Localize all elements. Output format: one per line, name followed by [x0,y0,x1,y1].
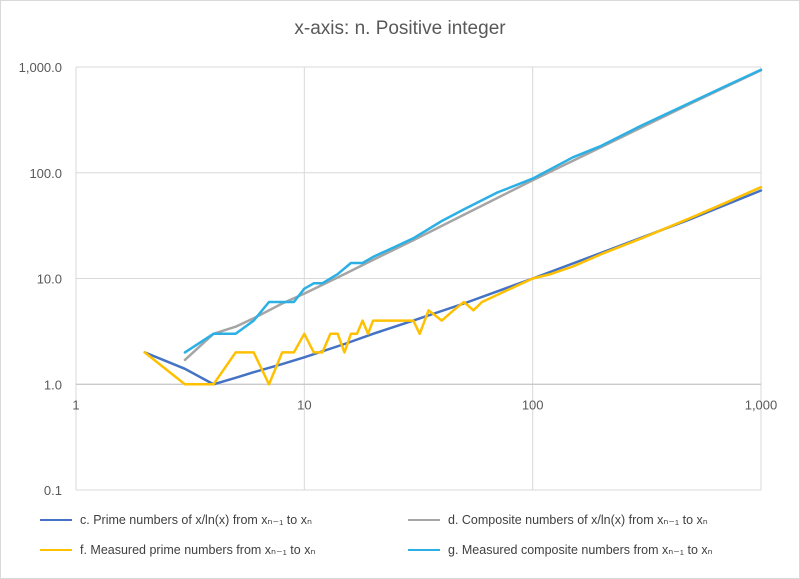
legend-swatch-f [40,548,72,551]
y-tick-label: 100.0 [29,166,62,181]
y-tick-label: 1,000.0 [19,60,62,75]
legend-label-c: c. Prime numbers of x/ln(x) from xₙ₋₁ to… [80,513,312,527]
x-tick-label: 1 [72,397,79,412]
series-line-d [183,69,763,362]
legend-label-d: d. Composite numbers of x/ln(x) from xₙ₋… [448,513,708,527]
x-tick-label: 1,000 [745,397,778,412]
series-line-g [183,68,763,354]
legend-item-c: c. Prime numbers of x/ln(x) from xₙ₋₁ to… [40,512,312,527]
y-tick-label: 0.1 [44,483,62,498]
legend-swatch-g [408,548,440,551]
legend-swatch-d [408,518,440,521]
legend-item-d: d. Composite numbers of x/ln(x) from xₙ₋… [408,512,708,527]
y-tick-label: 10.0 [37,272,62,287]
x-tick-label: 10 [297,397,311,412]
series-line-c [143,189,763,386]
y-tick-label: 1.0 [44,377,62,392]
x-tick-label: 100 [522,397,544,412]
legend-swatch-c [40,518,72,521]
chart-title: x-axis: n. Positive integer [294,18,506,39]
legend-item-f: f. Measured prime numbers from xₙ₋₁ to x… [40,542,315,557]
legend-label-f: f. Measured prime numbers from xₙ₋₁ to x… [80,543,316,557]
series-line-f [143,185,763,386]
legend-item-g: g. Measured composite numbers from xₙ₋₁ … [408,542,713,557]
legend-label-g: g. Measured composite numbers from xₙ₋₁ … [448,543,713,557]
